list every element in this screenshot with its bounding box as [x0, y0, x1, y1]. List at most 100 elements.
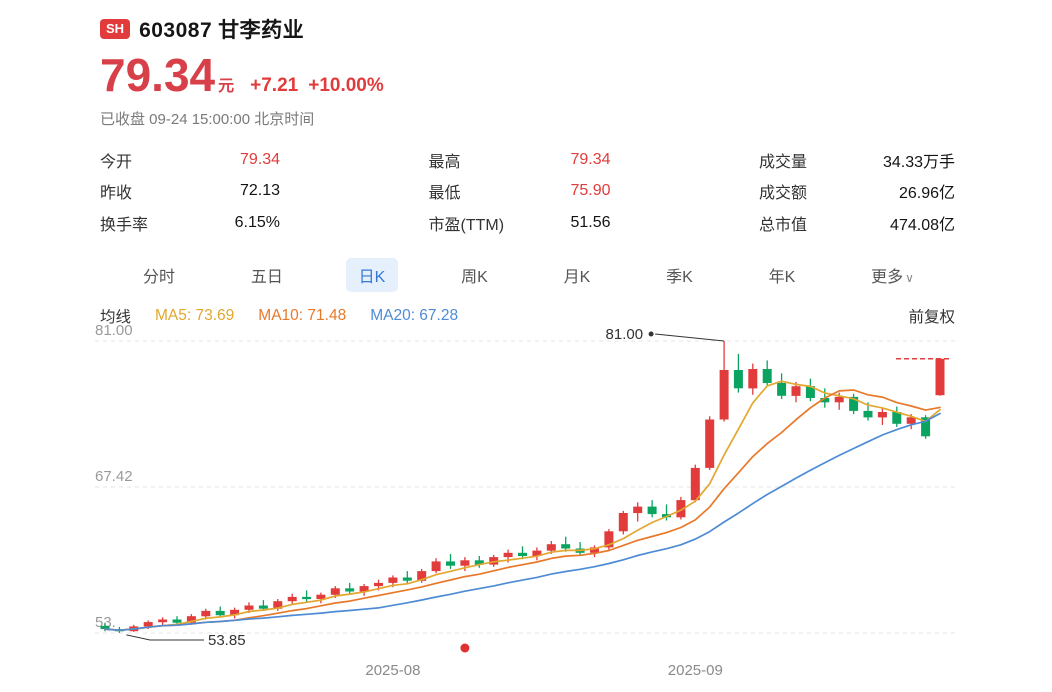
tab-label: 周K [461, 268, 488, 286]
adjust-mode-toggle[interactable]: 前复权 [908, 308, 955, 326]
candle-body [258, 605, 268, 609]
candle-body [460, 560, 470, 566]
tab-daily-k[interactable]: 日K [345, 257, 399, 292]
candle-body [935, 358, 945, 396]
event-dot [460, 643, 470, 653]
stat-label: 成交额 [759, 185, 808, 203]
tab-label: 年K [768, 268, 796, 286]
stock-name: 甘李药业 [218, 19, 305, 42]
candle-body [143, 622, 153, 627]
candle-body [820, 398, 830, 403]
candle-body [489, 557, 499, 565]
candle-body [676, 500, 686, 518]
candle-body [877, 412, 887, 418]
stat-label: 换手率 [100, 216, 149, 234]
candle-body [604, 531, 614, 548]
candle-body [201, 610, 211, 617]
stat-label: 最高 [428, 153, 461, 171]
tab-yearly-k[interactable]: 年K [756, 258, 809, 292]
exchange-badge: SH [100, 18, 131, 40]
candle-body [561, 544, 571, 549]
peak-annotation-label: 81.00 [606, 326, 644, 343]
stock-code: 603087 [139, 19, 213, 42]
current-price: 79.34 [100, 49, 216, 101]
stat-volume: 成交量 34.33万手 [759, 144, 955, 176]
candle-body [762, 369, 772, 383]
stat-low: 最低 75.90 [429, 176, 611, 208]
stats-column-3: 成交量 34.33万手 成交额 26.96亿 总市值 474.08亿 [759, 144, 955, 239]
x-axis-label: 2025-08 [365, 662, 420, 679]
stats-column-2: 最高 79.34 最低 75.90 市盈(TTM) 51.56 [429, 144, 611, 239]
stat-label: 最低 [428, 185, 461, 203]
tab-label: 更多 [871, 268, 904, 286]
candle-body [215, 610, 225, 616]
stat-market-cap: 总市值 474.08亿 [759, 207, 955, 239]
candle-body [805, 386, 815, 398]
candle-body [892, 412, 902, 424]
tab-label: 日K [358, 268, 386, 286]
y-axis-label: 81.00 [95, 322, 133, 339]
candle-body [244, 605, 254, 610]
tab-more[interactable]: 更多 ∨ [858, 258, 927, 292]
candle-body [733, 370, 743, 389]
stat-label: 今开 [100, 153, 133, 171]
quote-content: SH 603087 甘李药业 79.34 元 +7.21 +10.00% 已收盘 0… [0, 0, 1052, 327]
stat-pe-ttm: 市盈(TTM) 51.56 [429, 207, 611, 239]
ma10-legend: MA10: 71.48 [258, 306, 347, 324]
stat-value: 6.15% [234, 213, 280, 231]
candle-body [172, 619, 182, 623]
candle-body [230, 609, 240, 616]
candle-body [359, 586, 369, 592]
stat-high: 最高 79.34 [429, 144, 611, 176]
candle-body [316, 594, 326, 599]
candle-body [690, 467, 700, 501]
tab-monthly-k[interactable]: 月K [551, 258, 604, 292]
ma-legend-title: 均线 [100, 308, 132, 326]
candle-body [345, 588, 355, 592]
price-change: +7.21 +10.00% [250, 75, 384, 97]
stat-value: 34.33万手 [882, 153, 955, 171]
tab-minute[interactable]: 分时 [130, 258, 188, 292]
tab-5day[interactable]: 五日 [238, 258, 296, 292]
market-status: 已收盘 09-24 15:00:00 北京时间 [100, 111, 315, 128]
candle-body [431, 561, 441, 572]
stat-value: 51.56 [570, 213, 611, 231]
candle-body [618, 513, 628, 532]
stat-turnover-rate: 换手率 6.15% [100, 207, 280, 239]
change-amount: +7.21 [250, 75, 299, 96]
kline-chart[interactable]: 81.00 67.42 53. 81.00 53.85 2025-08 2025-09 [0, 318, 1052, 692]
candle-body [402, 577, 412, 581]
tab-quarterly-k[interactable]: 季K [653, 258, 706, 292]
candle-body [748, 369, 758, 389]
candle-body [791, 386, 801, 396]
peak-annotation: 81.00 [606, 326, 725, 343]
tab-label: 月K [563, 268, 591, 286]
stat-label: 市盈(TTM) [428, 216, 505, 234]
candle-body [834, 396, 844, 403]
kline-chart-area[interactable]: 81.00 67.42 53. 81.00 53.85 2025-08 2025-09 [0, 318, 1052, 692]
stat-value: 72.13 [239, 182, 280, 200]
tab-label: 分时 [143, 268, 176, 286]
tab-weekly-k[interactable]: 周K [448, 258, 501, 292]
candle-body [186, 616, 196, 623]
candle-body [921, 417, 931, 437]
candle-body [100, 625, 110, 630]
change-percent: +10.00% [308, 75, 384, 96]
candle-body [906, 417, 916, 424]
stock-header: SH 603087 甘李药业 [100, 14, 955, 44]
candle-body [647, 506, 657, 515]
stock-title: 603087 甘李药业 [139, 14, 304, 44]
stat-open: 今开 79.34 [100, 144, 280, 176]
ma20-legend: MA20: 67.28 [370, 306, 459, 324]
low-annotation-label: 53.85 [208, 632, 246, 649]
y-axis-label: 67.42 [95, 468, 133, 485]
period-tabs: 分时 五日 日K 周K 月K 季K 年K 更多 ∨ [100, 257, 955, 292]
candle-body [590, 547, 599, 553]
candle-body [518, 552, 527, 556]
candle-body [273, 601, 283, 609]
peak-annotation-line [655, 333, 725, 342]
ma5-legend: MA5: 73.69 [155, 306, 235, 324]
stat-prev-close: 昨收 72.13 [100, 176, 280, 208]
stat-label: 昨收 [100, 185, 133, 203]
